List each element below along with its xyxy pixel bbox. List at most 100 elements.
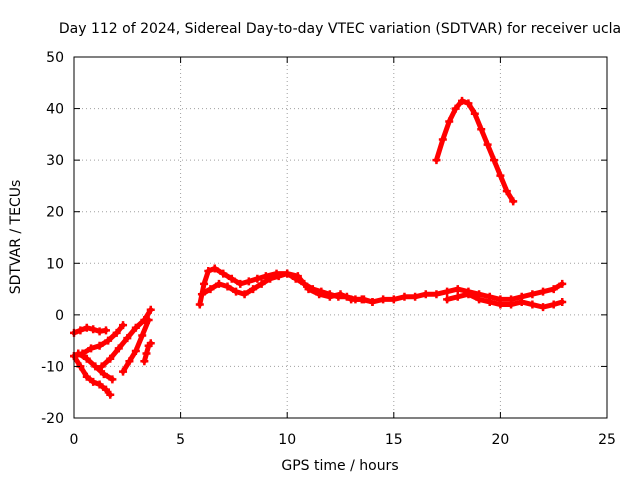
data-point (351, 295, 360, 304)
data-point (140, 357, 149, 366)
data-point (464, 99, 473, 108)
x-axis-label: GPS time / hours (281, 458, 398, 474)
x-tick-label: 10 (278, 432, 296, 448)
data-point (470, 109, 479, 118)
data-point (82, 323, 91, 332)
data-point (445, 117, 454, 126)
data-point (210, 264, 219, 273)
data-point (240, 290, 249, 299)
data-point (342, 292, 351, 301)
data-point (528, 290, 537, 299)
data-point (528, 300, 537, 309)
data-point (496, 300, 505, 309)
data-point (411, 292, 420, 301)
data-point (236, 279, 245, 288)
data-point (146, 305, 155, 314)
data-point (200, 279, 209, 288)
data-point (485, 297, 494, 306)
data-point (144, 316, 153, 325)
data-point (283, 269, 292, 278)
data-point (82, 372, 91, 381)
data-point (443, 295, 452, 304)
data-point (475, 295, 484, 304)
data-point (558, 279, 567, 288)
data-point (509, 197, 518, 206)
data-point (114, 344, 123, 353)
data-point (219, 269, 228, 278)
x-tick-label: 5 (176, 432, 185, 448)
data-point (146, 339, 155, 348)
data-point (76, 326, 85, 335)
data-point (223, 282, 232, 291)
data-point (507, 300, 516, 309)
y-tick-label: 40 (46, 102, 64, 118)
data-point (334, 292, 343, 301)
data-point (95, 341, 104, 350)
data-point (101, 385, 110, 394)
y-tick-label: 50 (46, 50, 64, 66)
data-point (379, 295, 388, 304)
data-point (119, 321, 128, 330)
data-point (206, 285, 215, 294)
data-point (106, 390, 115, 399)
y-axis: -20 -10 0 10 20 30 40 50 (41, 50, 607, 427)
x-tick-label: 20 (491, 432, 509, 448)
data-point (227, 274, 236, 283)
y-tick-label: 10 (46, 256, 64, 272)
data-point (325, 290, 334, 299)
data-point (195, 300, 204, 309)
data-point (99, 370, 108, 379)
data-point (101, 326, 110, 335)
data-point (131, 346, 140, 355)
data-point (359, 295, 368, 304)
data-point (539, 287, 548, 296)
data-point (244, 277, 253, 286)
data-point (74, 349, 83, 358)
data-point (112, 328, 121, 337)
data-point (125, 357, 134, 366)
y-tick-label: 30 (46, 153, 64, 169)
data-point (138, 331, 147, 340)
data-point (539, 303, 548, 312)
data-point (108, 375, 117, 384)
data-point (232, 287, 241, 296)
data-point (432, 156, 441, 165)
data-point (451, 104, 460, 113)
grid (74, 57, 607, 418)
data-point (204, 267, 213, 276)
data-point (517, 297, 526, 306)
data-point (549, 285, 558, 294)
x-tick-label: 25 (598, 432, 616, 448)
data-point (95, 380, 104, 389)
x-axis: 0 5 10 15 20 25 (70, 57, 616, 448)
data-point (458, 96, 467, 105)
data-point (274, 272, 283, 281)
data-point (123, 334, 132, 343)
data-point (119, 367, 128, 376)
data-point (389, 295, 398, 304)
data-point (249, 285, 258, 294)
data-point (368, 297, 377, 306)
data-point (266, 274, 275, 283)
data-point (257, 279, 266, 288)
data-point (502, 187, 511, 196)
data-point (142, 349, 151, 358)
data-point (421, 290, 430, 299)
data-point (253, 274, 262, 283)
data-point (214, 279, 223, 288)
y-axis-label: SDTVAR / TECUs (8, 180, 24, 295)
chart-title: Day 112 of 2024, Sidereal Day-to-day VTE… (59, 21, 621, 37)
data-point (97, 362, 106, 371)
data-point (477, 125, 486, 134)
data-point (89, 377, 98, 386)
data-point (443, 287, 452, 296)
y-tick-label: -10 (41, 359, 64, 375)
data-point (496, 171, 505, 180)
y-tick-label: 0 (55, 308, 64, 324)
x-tick-label: 0 (70, 432, 79, 448)
data-point (453, 285, 462, 294)
data-point (131, 323, 140, 332)
data-point (464, 290, 473, 299)
plot-frame (73, 56, 608, 419)
